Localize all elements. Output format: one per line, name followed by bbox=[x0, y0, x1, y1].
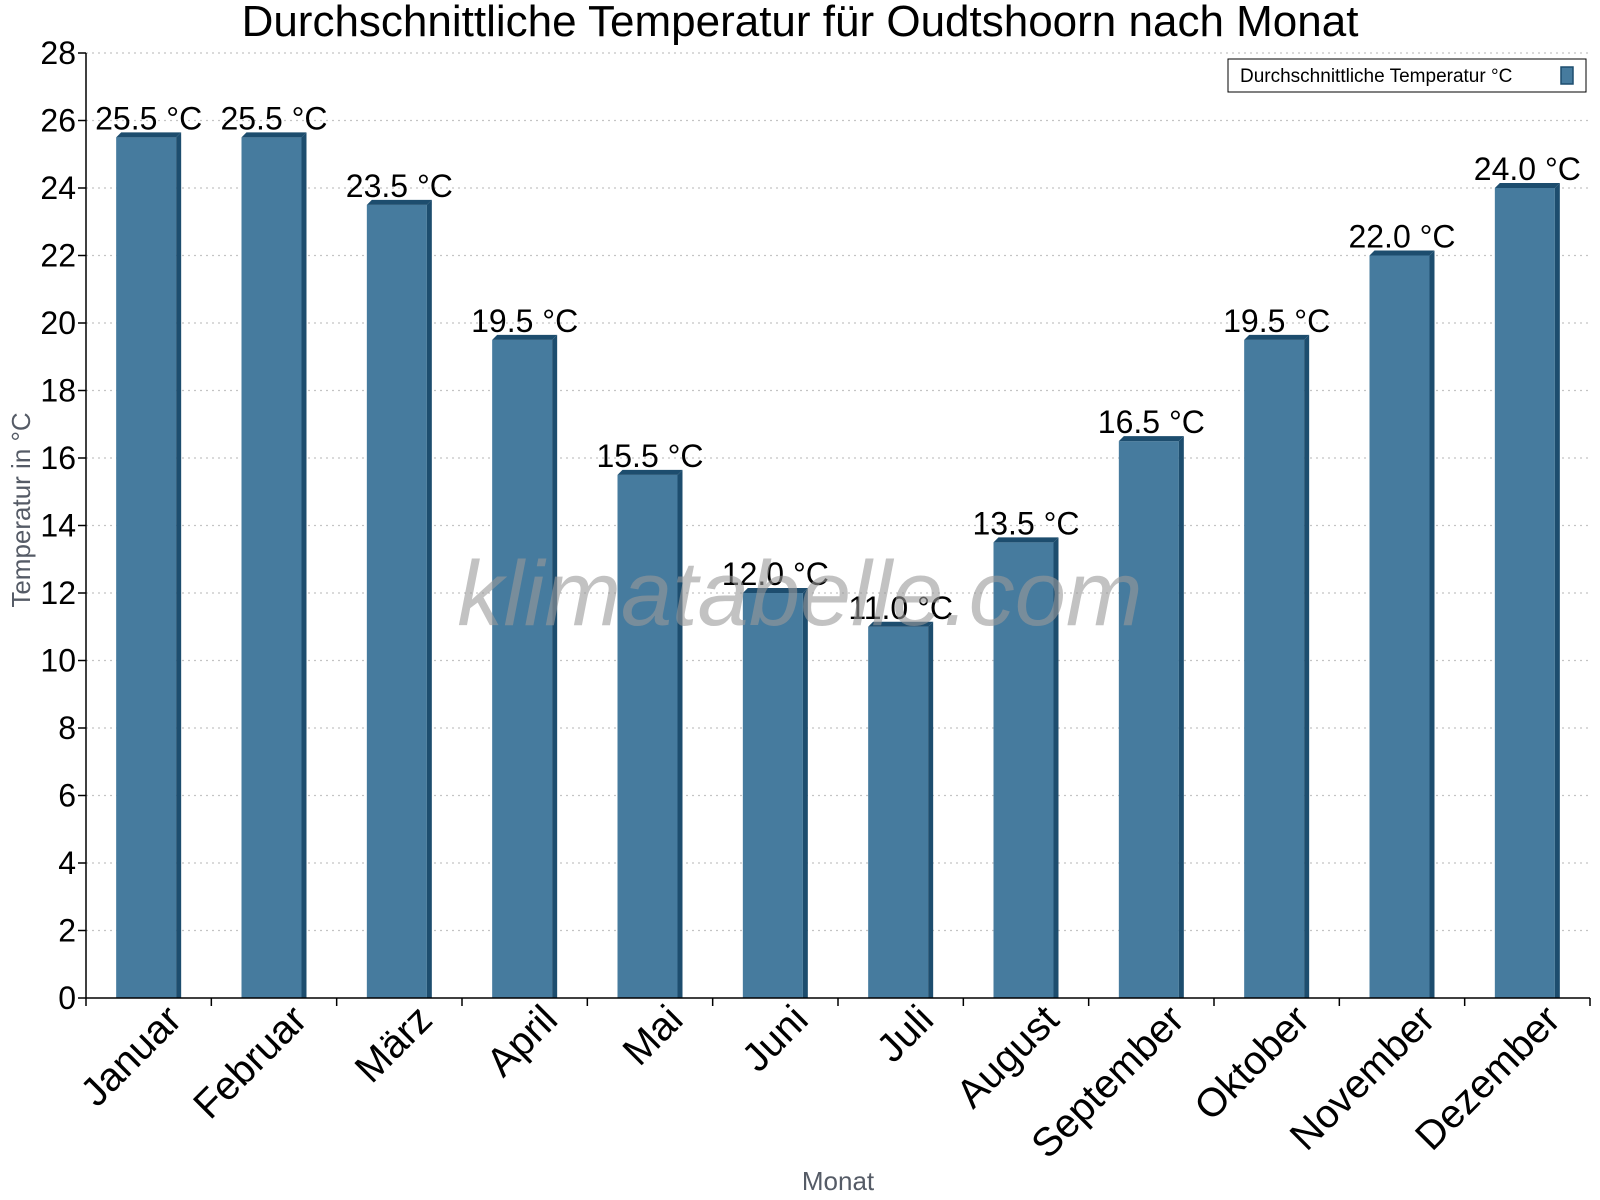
y-tick-label: 0 bbox=[58, 980, 76, 1016]
bar-face bbox=[993, 542, 1054, 998]
y-tick-label: 12 bbox=[40, 575, 76, 611]
y-tick-label: 28 bbox=[40, 35, 76, 71]
chart-title: Durchschnittliche Temperatur für Oudtsho… bbox=[242, 0, 1359, 46]
bar-november bbox=[1369, 250, 1435, 998]
data-label: 25.5 °C bbox=[95, 100, 202, 136]
x-tick-label: Mai bbox=[615, 997, 692, 1074]
bar-top bbox=[1244, 334, 1310, 340]
bar-top bbox=[241, 132, 307, 138]
bar-side bbox=[1554, 183, 1560, 998]
bar-face bbox=[1494, 188, 1555, 998]
bar-face bbox=[868, 626, 929, 998]
data-labels: 25.5 °C 25.5 °C 23.5 °C 19.5 °C 15.5 °C 12.0 … bbox=[95, 100, 1581, 625]
bar-top bbox=[1494, 183, 1560, 188]
bar-mai bbox=[617, 469, 683, 998]
bar-februar bbox=[241, 132, 307, 998]
data-label: 11.0 °C bbox=[848, 590, 953, 626]
bar-august bbox=[993, 537, 1059, 998]
bar-januar bbox=[116, 132, 182, 998]
y-tick-label: 14 bbox=[40, 508, 76, 544]
bar-face bbox=[241, 137, 302, 998]
watermark: klimatabelle.com bbox=[457, 543, 1142, 645]
bar-face bbox=[1244, 339, 1305, 998]
bar-top bbox=[993, 537, 1059, 543]
bar-juli bbox=[868, 621, 934, 998]
x-tick-label: März bbox=[347, 997, 441, 1091]
bar-top bbox=[1369, 250, 1435, 256]
bar-oktober bbox=[1244, 334, 1310, 998]
data-label: 16.5 °C bbox=[1098, 404, 1205, 440]
bar-top bbox=[366, 199, 432, 205]
bar-side bbox=[426, 199, 432, 998]
y-tick-label: 26 bbox=[40, 103, 76, 139]
y-tick-label: 4 bbox=[58, 845, 76, 881]
bar-face bbox=[1118, 441, 1179, 998]
bar-märz bbox=[366, 199, 432, 998]
bar-face bbox=[492, 339, 553, 998]
bar-top bbox=[868, 621, 934, 627]
bar-top bbox=[492, 334, 558, 340]
x-tick-label: Februar bbox=[185, 997, 315, 1127]
bar-april bbox=[492, 334, 558, 998]
y-tick-label: 22 bbox=[40, 238, 76, 274]
bar-face bbox=[1369, 255, 1430, 998]
bar-dezember bbox=[1494, 183, 1560, 998]
legend-label: Durchschnittliche Temperatur °C bbox=[1240, 66, 1512, 87]
bar-top bbox=[1118, 436, 1184, 442]
bar-side bbox=[176, 132, 182, 998]
legend: Durchschnittliche Temperatur °C bbox=[1227, 58, 1587, 93]
bar-face bbox=[617, 474, 678, 998]
x-tick-label: Oktober bbox=[1186, 997, 1318, 1129]
bar-side bbox=[928, 621, 934, 998]
bar-top bbox=[617, 469, 683, 475]
y-tick-label: 16 bbox=[40, 440, 76, 476]
bar-face bbox=[742, 593, 803, 998]
data-label: 22.0 °C bbox=[1348, 219, 1455, 255]
x-tick-label: Juli bbox=[868, 997, 942, 1071]
bar-face bbox=[366, 204, 427, 998]
bar-side bbox=[1178, 436, 1184, 998]
data-label: 19.5 °C bbox=[471, 303, 578, 339]
data-label: 12.0 °C bbox=[722, 556, 829, 592]
bars bbox=[116, 132, 1560, 998]
bar-side bbox=[301, 132, 307, 998]
bar-side bbox=[1429, 250, 1435, 998]
y-tick-label: 2 bbox=[58, 913, 76, 949]
bar-september bbox=[1118, 436, 1184, 998]
bar-juni bbox=[742, 588, 808, 998]
x-tick-label: April bbox=[478, 997, 566, 1085]
legend-box bbox=[1227, 58, 1587, 93]
gridlines bbox=[86, 52, 1590, 932]
y-axis-title: Temperatur in °C bbox=[6, 412, 36, 607]
bar-side bbox=[677, 469, 683, 998]
x-axis-title: Monat bbox=[802, 1166, 875, 1196]
data-label: 13.5 °C bbox=[972, 505, 1079, 541]
y-tick-label: 20 bbox=[40, 305, 76, 341]
x-tick-label: Januar bbox=[72, 997, 190, 1115]
data-label: 19.5 °C bbox=[1223, 303, 1330, 339]
y-tick-label: 6 bbox=[58, 778, 76, 814]
bar-side bbox=[552, 334, 558, 998]
bar-top bbox=[742, 588, 808, 593]
x-tick-label: August bbox=[948, 997, 1067, 1116]
legend-swatch bbox=[1560, 66, 1574, 85]
x-tick-label: Juni bbox=[734, 997, 817, 1080]
bar-face bbox=[116, 137, 177, 998]
data-label: 25.5 °C bbox=[220, 100, 327, 136]
data-label: 15.5 °C bbox=[596, 438, 703, 474]
data-label: 23.5 °C bbox=[346, 168, 453, 204]
y-tick-label: 10 bbox=[40, 643, 76, 679]
data-label: 24.0 °C bbox=[1474, 151, 1581, 187]
bar-top bbox=[116, 132, 182, 138]
y-tick-label: 8 bbox=[58, 710, 76, 746]
bar-side bbox=[1053, 537, 1059, 998]
bar-side bbox=[1304, 334, 1310, 998]
y-tick-label: 18 bbox=[40, 373, 76, 409]
bar-side bbox=[802, 588, 808, 998]
y-tick-label: 24 bbox=[40, 170, 76, 206]
